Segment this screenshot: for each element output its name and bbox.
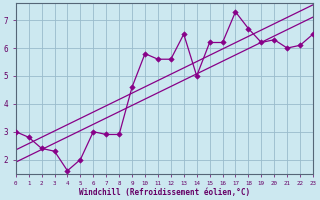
X-axis label: Windchill (Refroidissement éolien,°C): Windchill (Refroidissement éolien,°C) xyxy=(79,188,250,197)
